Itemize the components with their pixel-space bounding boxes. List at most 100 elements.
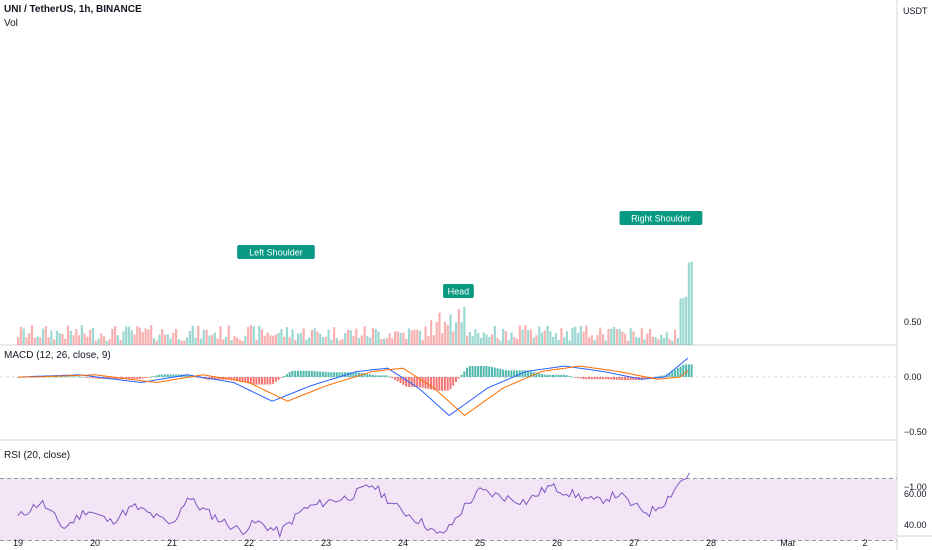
volume-bar xyxy=(152,338,156,345)
volume-bar xyxy=(416,329,419,345)
volume-bar xyxy=(86,336,89,345)
time-tick-label: 25 xyxy=(475,538,485,548)
macd-histogram-bar xyxy=(579,377,582,379)
volume-bar xyxy=(507,340,510,345)
volume-bar xyxy=(230,340,233,345)
volume-bar xyxy=(333,327,336,345)
volume-bar xyxy=(33,337,36,345)
volume-bar xyxy=(418,330,422,345)
volume-bar xyxy=(355,328,358,345)
macd-histogram-bar xyxy=(80,376,83,378)
volume-bar xyxy=(637,337,641,345)
volume-bar xyxy=(338,340,341,345)
volume-bar xyxy=(130,330,133,345)
volume-bar xyxy=(629,328,632,345)
macd-label: MACD (12, 26, close, 9) xyxy=(4,350,111,361)
macd-histogram-bar xyxy=(211,377,214,380)
volume-bar xyxy=(172,332,175,345)
volume-bar xyxy=(554,333,557,345)
macd-histogram-bar xyxy=(53,376,56,378)
volume-bar xyxy=(194,337,197,345)
volume-bar xyxy=(662,337,666,345)
macd-histogram-bar xyxy=(402,377,405,385)
volume-bar xyxy=(197,325,200,345)
macd-histogram-bar xyxy=(77,376,80,378)
macd-histogram-bar xyxy=(413,377,416,387)
macd-histogram-bar xyxy=(213,377,216,380)
volume-bar xyxy=(604,340,607,345)
macd-histogram-bar xyxy=(504,370,507,377)
volume-bar xyxy=(349,330,352,345)
volume-bar xyxy=(50,330,53,345)
macd-histogram-bar xyxy=(349,372,352,377)
volume-bar xyxy=(671,340,674,345)
time-tick-label: 23 xyxy=(321,538,331,548)
volume-bar xyxy=(427,335,430,345)
macd-histogram-bar xyxy=(596,377,599,380)
volume-bar xyxy=(91,327,95,345)
macd-histogram-bar xyxy=(158,374,161,377)
macd-histogram-bar xyxy=(466,367,469,377)
price-axis-currency: USDT xyxy=(903,6,928,16)
macd-histogram-bar xyxy=(687,364,690,377)
volume-bar xyxy=(499,340,502,345)
macd-histogram-bar xyxy=(194,376,197,378)
volume-bar xyxy=(377,331,380,345)
volume-bar xyxy=(58,333,61,345)
volume-bars xyxy=(17,261,693,345)
volume-bar xyxy=(272,335,275,345)
macd-histogram-bar xyxy=(554,374,557,377)
macd-histogram-bar xyxy=(507,370,510,377)
macd-histogram-bar xyxy=(310,370,313,377)
macd-histogram-bar xyxy=(607,377,610,380)
rsi-pane xyxy=(17,472,690,539)
volume-bar xyxy=(352,335,355,345)
macd-histogram-bar xyxy=(452,377,455,386)
volume-label: Vol xyxy=(4,18,18,29)
volume-bar xyxy=(640,328,643,345)
rsi-label: RSI (20, close) xyxy=(4,450,71,461)
volume-bar xyxy=(438,312,441,345)
macd-histogram-bar xyxy=(91,377,94,379)
macd-histogram-bar xyxy=(233,377,236,380)
macd-histogram-bar xyxy=(427,377,430,389)
macd-histogram-bar xyxy=(643,377,646,380)
time-tick-label: 2 xyxy=(862,538,867,548)
volume-bar xyxy=(238,339,241,345)
macd-histogram-bar xyxy=(363,373,366,377)
macd-histogram-bar xyxy=(632,377,635,381)
macd-histogram-bar xyxy=(474,366,477,377)
macd-histogram-bar xyxy=(305,370,308,377)
volume-bar xyxy=(646,333,649,345)
macd-histogram-bar xyxy=(393,377,396,380)
macd-histogram-bar xyxy=(133,377,136,379)
volume-bar xyxy=(463,306,466,345)
macd-histogram-bar xyxy=(247,377,250,384)
volume-bar xyxy=(308,337,311,345)
macd-histogram-bar xyxy=(416,377,419,387)
macd-tick-label: −1.00 xyxy=(904,482,927,492)
macd-histogram-bar xyxy=(141,377,144,379)
volume-bar xyxy=(496,338,499,345)
volume-bar xyxy=(357,338,361,345)
volume-bar xyxy=(222,339,225,345)
volume-bar xyxy=(543,330,546,345)
macd-histogram-bar xyxy=(479,366,482,377)
macd-histogram-bar xyxy=(357,372,360,377)
volume-bar xyxy=(474,329,477,345)
volume-bar xyxy=(100,333,103,345)
volume-bar xyxy=(77,335,81,345)
macd-histogram-bar xyxy=(66,376,69,378)
macd-histogram-bar xyxy=(166,374,169,377)
macd-histogram-bar xyxy=(491,366,494,377)
macd-histogram-bar xyxy=(299,370,302,377)
macd-histogram-bar xyxy=(646,377,649,379)
macd-histogram-bar xyxy=(316,371,319,377)
volume-bar xyxy=(249,325,253,345)
macd-histogram-bar xyxy=(244,377,247,383)
volume-bar xyxy=(618,329,621,345)
macd-histogram-bar xyxy=(446,377,449,391)
macd-histogram-bar xyxy=(97,377,100,379)
